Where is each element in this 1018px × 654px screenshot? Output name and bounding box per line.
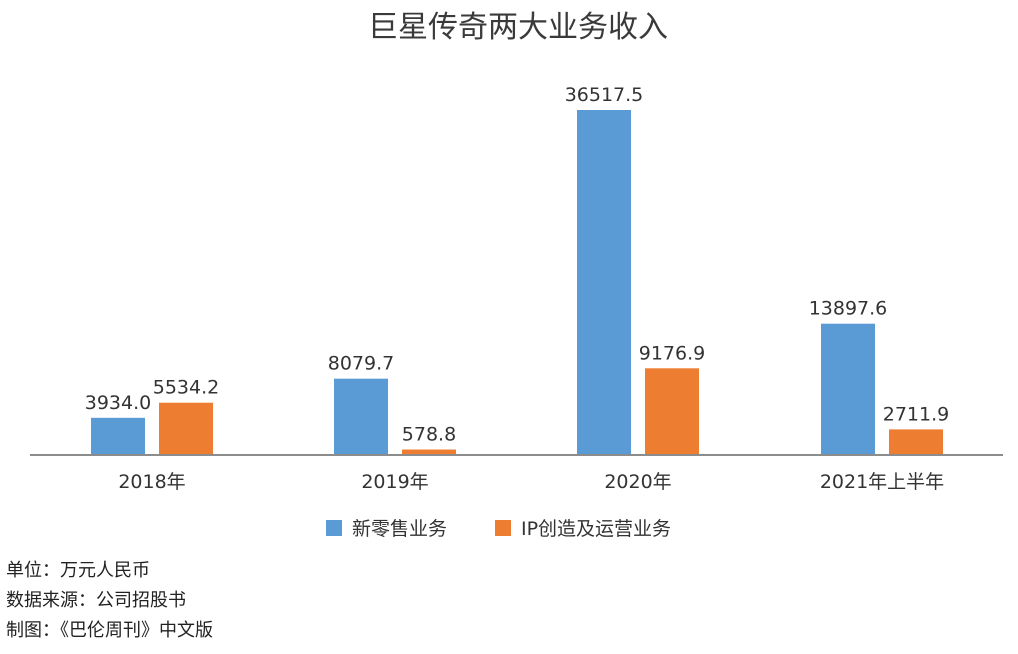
footnotes: 单位：万元人民币 数据来源：公司招股书 制图：《巴伦周刊》中文版 — [6, 556, 213, 646]
data-label-retail-2: 36517.5 — [565, 84, 644, 106]
data-label-retail-1: 8079.7 — [328, 353, 394, 375]
x-tick-label: 2019年 — [361, 471, 428, 493]
bar-retail-3 — [821, 323, 875, 455]
bar-retail-2 — [577, 110, 631, 455]
legend: 新零售业务 IP创造及运营业务 — [326, 518, 671, 540]
bar-ip-0 — [159, 402, 213, 455]
unit-note: 单位：万元人民币 — [6, 560, 150, 581]
data-label-ip-2: 9176.9 — [639, 342, 705, 364]
x-tick-label: 2020年 — [604, 471, 671, 493]
data-label-ip-0: 5534.2 — [153, 377, 219, 399]
legend-swatch-ip — [495, 520, 511, 536]
x-tick-label: 2021年上半年 — [820, 471, 944, 493]
x-axis-ticks: 2018年 2019年 2020年 2021年上半年 — [118, 471, 944, 493]
data-label-ip-1: 578.8 — [402, 424, 456, 446]
legend-label-retail: 新零售业务 — [352, 518, 447, 540]
bar-ip-1 — [402, 449, 456, 455]
chart-title: 巨星传奇两大业务收入 — [368, 10, 668, 45]
bar-ip-2 — [645, 368, 699, 455]
source-note: 数据来源：公司招股书 — [6, 590, 186, 611]
bar-ip-3 — [889, 429, 943, 455]
data-label-retail-3: 13897.6 — [809, 298, 888, 320]
credit-note: 制图：《巴伦周刊》中文版 — [6, 620, 213, 641]
legend-swatch-retail — [326, 520, 342, 536]
bar-retail-1 — [334, 378, 388, 455]
data-label-ip-3: 2711.9 — [883, 403, 949, 425]
data-label-retail-0: 3934.0 — [85, 392, 151, 414]
bar-retail-0 — [91, 417, 145, 455]
x-tick-label: 2018年 — [118, 471, 185, 493]
legend-label-ip: IP创造及运营业务 — [521, 518, 671, 540]
